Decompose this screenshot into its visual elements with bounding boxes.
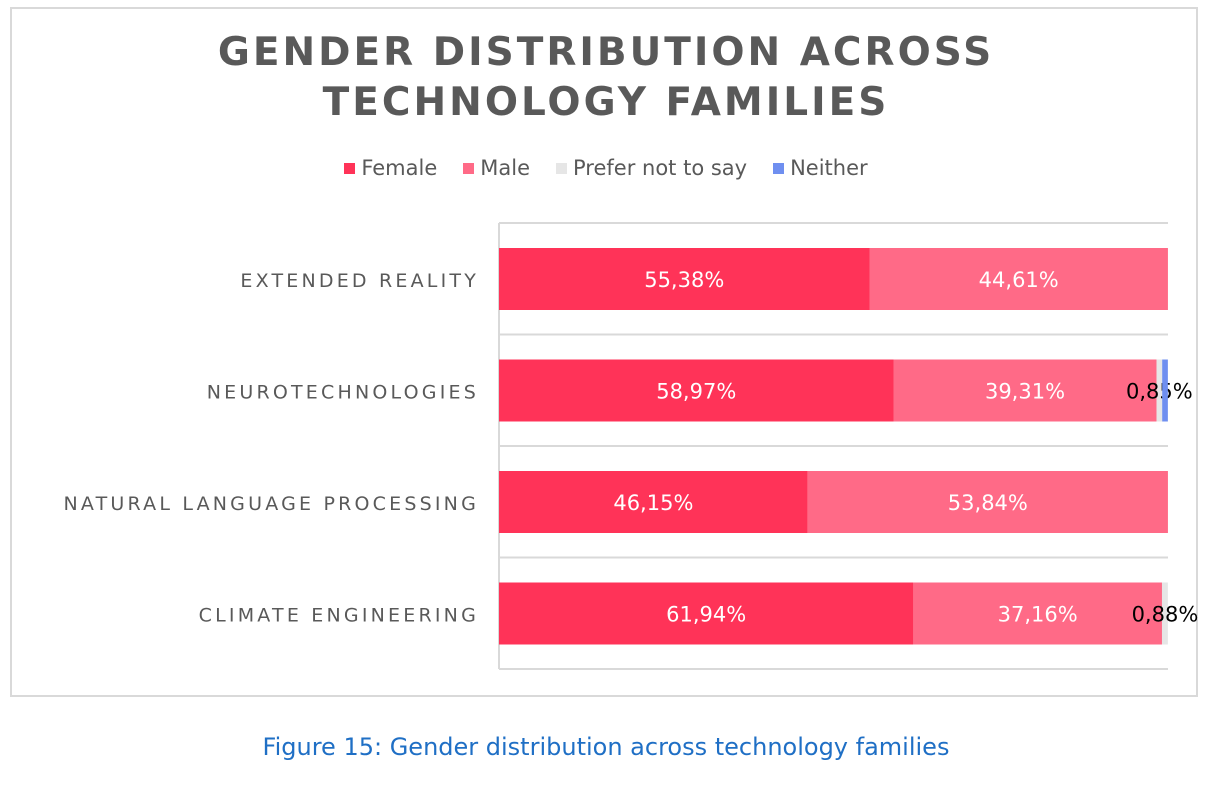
bar-female-natural-language-processing [499,471,808,533]
legend-item-male: Male [463,156,530,180]
data-label-female-natural-language-processing: 46,15% [613,491,693,515]
legend-label-female: Female [361,156,438,180]
bar-female-climate-engineering [499,582,914,645]
bar-neither-neurotechnologies [1162,359,1168,422]
figure-caption: Figure 15: Gender distribution across te… [262,733,950,761]
data-label-male-climate-engineering: 37,16% [998,603,1078,627]
legend-item-female: Female [344,156,437,180]
category-label-climate-engineering: CLIMATE ENGINEERING [199,605,479,627]
data-label-male-natural-language-processing: 53,84% [948,491,1028,515]
legend-item-neither: Neither [773,156,868,180]
chart-frame [10,7,1198,697]
category-label-neurotechnologies: NEUROTECHNOLOGIES [207,382,479,404]
bar-female-neurotechnologies [499,359,894,422]
legend-label-male: Male [480,156,531,180]
bar-female-extended-reality [499,248,870,310]
chart-title-line-2: TECHNOLOGY FAMILIES [322,80,890,125]
data-label-female-climate-engineering: 61,94% [666,603,746,627]
bar-male-neurotechnologies [893,359,1157,422]
data-label-male-neurotechnologies: 39,31% [985,380,1065,404]
chart-legend: Female Male Prefer not to say Neither [0,156,1212,180]
data-label-prefer-not-to-say-climate-engineering: 0,88% [1132,603,1199,627]
chart-title-line-1: GENDER DISTRIBUTION ACROSS [217,30,995,75]
data-label-male-extended-reality: 44,61% [979,268,1059,292]
bar-male-natural-language-processing [807,471,1168,533]
chart-plot: EXTENDED REALITY 55,38% 44,61% NEUROTECHNOL… [63,222,1199,670]
bar-male-extended-reality [869,248,1168,310]
bar-prefer-not-to-say-climate-engineering [1161,582,1168,645]
category-label-extended-reality: EXTENDED REALITY [240,270,479,292]
legend-label-neither: Neither [790,156,868,180]
legend-swatch-male [463,162,475,174]
legend-label-prefer-not-to-say: Prefer not to say [573,156,748,180]
data-label-female-neurotechnologies: 58,97% [656,380,736,404]
legend-swatch-female [344,162,356,174]
data-label-prefer-not-to-say-neurotechnologies: 0,85% [1126,380,1193,404]
category-label-natural-language-processing: NATURAL LANGUAGE PROCESSING [63,493,479,515]
legend-swatch-neither [773,162,785,174]
bar-prefer-not-to-say-neurotechnologies [1156,359,1163,422]
chart-title: GENDER DISTRIBUTION ACROSS TECHNOLOGY FA… [0,28,1212,128]
data-label-female-extended-reality: 55,38% [644,268,724,292]
legend-swatch-prefer-not-to-say [556,162,568,174]
legend-item-prefer-not-to-say: Prefer not to say [556,156,747,180]
bar-male-climate-engineering [913,582,1162,645]
